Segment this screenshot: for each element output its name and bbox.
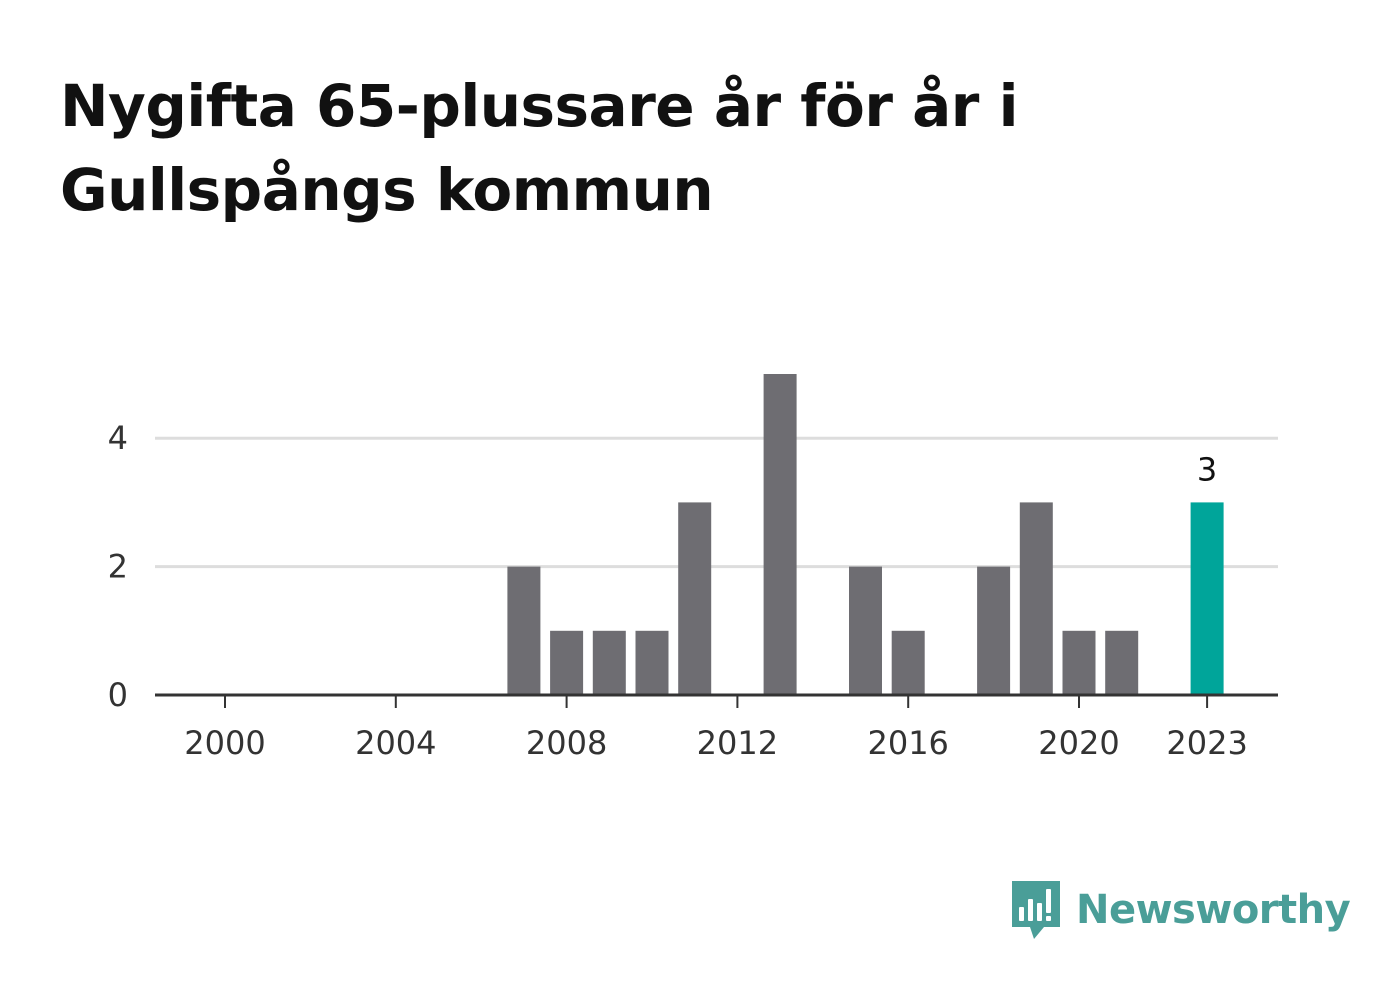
y-tick-label: 0 [108,676,128,714]
chart-title: Nygifta 65-plussare år för år i Gullspån… [60,72,1018,224]
axes [155,693,1278,708]
newsworthy-logo: Newsworthy [1010,878,1351,942]
bar-2008 [550,630,584,695]
x-tick-label: 2020 [1038,724,1119,762]
bar-2010 [635,630,669,695]
bar-chart-speech-bubble-icon [1012,881,1060,939]
bar-2011 [678,502,712,695]
gridlines [155,436,1278,569]
bar-2009 [592,630,626,695]
x-tick-label: 2008 [526,724,607,762]
bar-2020 [1062,630,1096,695]
labels: 0 2 4 2000 2004 2008 2012 2016 2020 2023 3 [108,419,1248,762]
bar-2021 [1105,630,1139,695]
bar-2019 [1019,502,1053,695]
y-tick-label: 2 [108,548,128,586]
bar-2007 [507,566,541,695]
bar-2018 [977,566,1011,695]
bar-2023 [1190,502,1224,695]
y-tick-label: 4 [108,419,128,457]
bars [507,374,1224,695]
x-tick-label: 2023 [1166,724,1247,762]
bar-2016 [891,630,925,695]
x-tick-label: 2012 [697,724,778,762]
x-tick-label: 2016 [867,724,948,762]
bar-2013 [763,374,797,695]
bar-2015 [849,566,882,695]
x-tick-label: 2004 [355,724,436,762]
x-tick-label: 2000 [184,724,265,762]
data-label-2023: 3 [1197,450,1217,488]
brand-name: Newsworthy [1076,887,1351,933]
